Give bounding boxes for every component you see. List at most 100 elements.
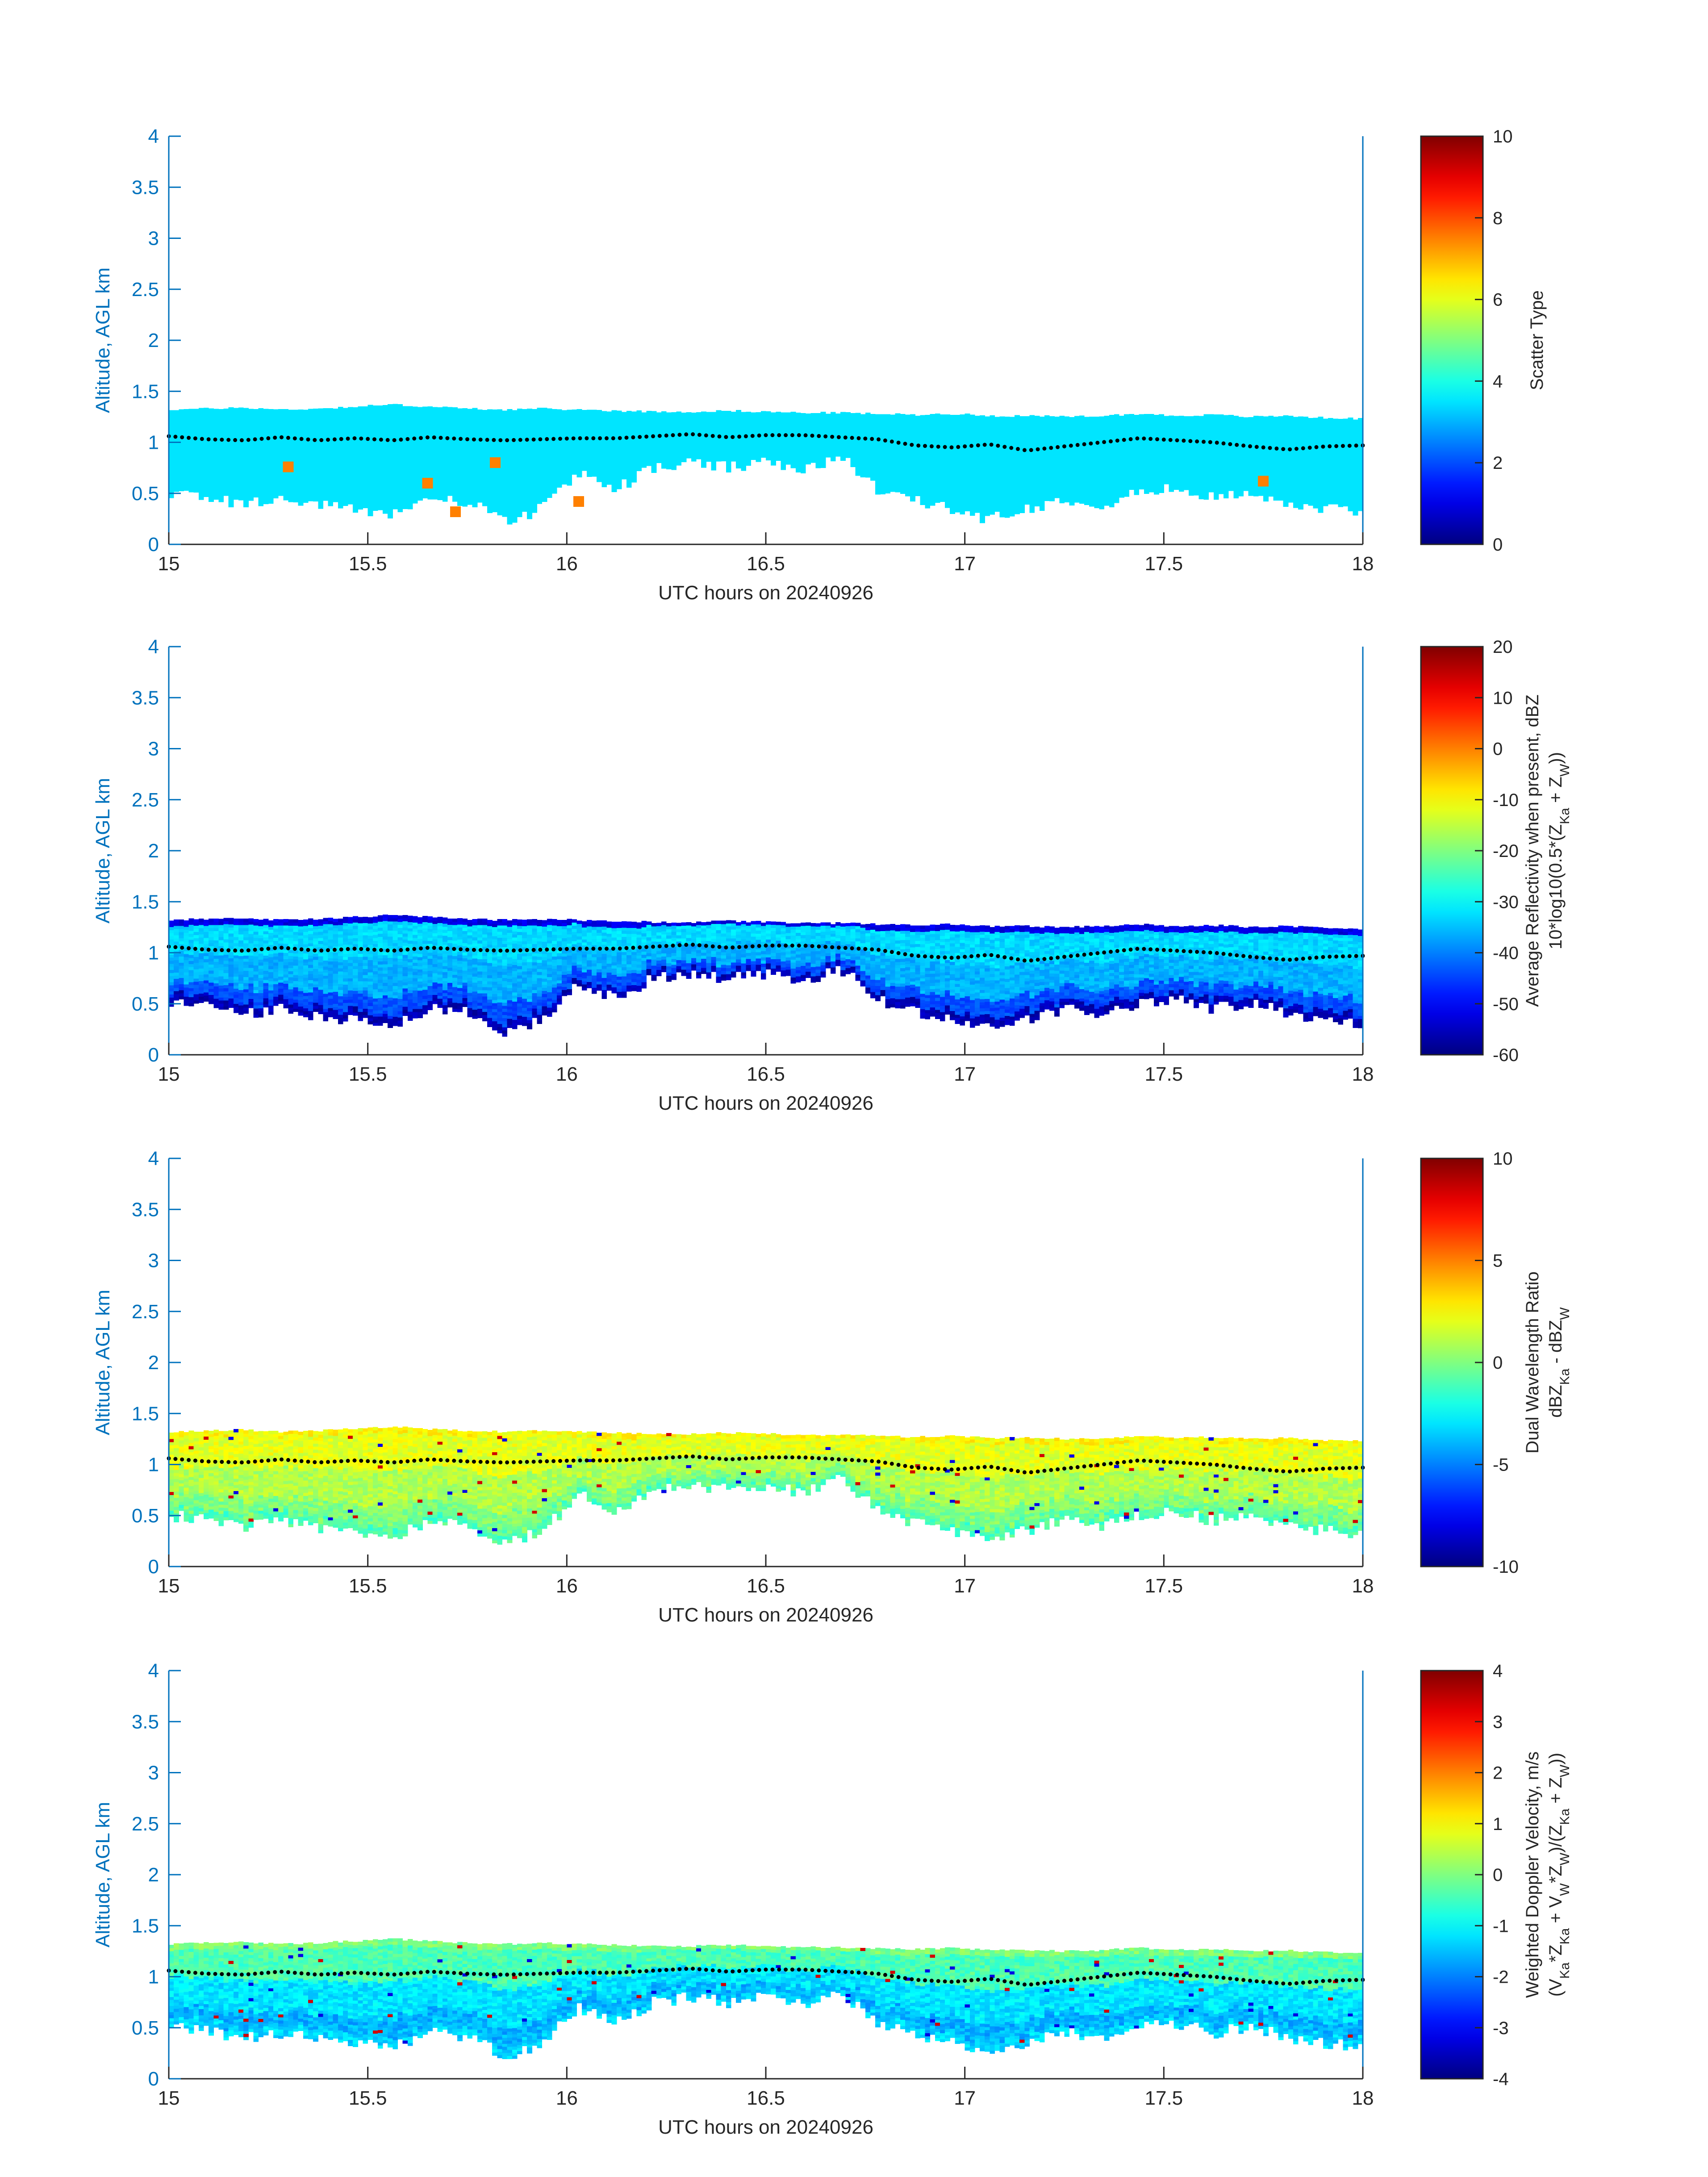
heatmap-cell — [676, 414, 682, 418]
heatmap-cell — [910, 448, 915, 452]
heatmap-cell — [801, 440, 806, 443]
heatmap-cell — [218, 446, 224, 450]
heatmap-cell — [532, 427, 537, 431]
heatmap-cell — [551, 460, 557, 464]
heatmap-cell — [741, 433, 746, 437]
heatmap-cell — [517, 486, 522, 489]
heatmap-cell — [1034, 418, 1040, 422]
heatmap-cell — [432, 462, 438, 466]
heatmap-cell — [502, 456, 508, 460]
heatmap-cell — [204, 472, 209, 476]
heatmap-cell — [830, 458, 836, 461]
heatmap-cell — [452, 486, 458, 490]
heatmap-cell — [372, 486, 378, 489]
heatmap-cell — [537, 466, 543, 470]
heatmap-cell — [940, 462, 945, 466]
heatmap-cell — [432, 419, 438, 423]
heatmap-cell — [741, 455, 746, 459]
heatmap-cell — [900, 469, 906, 473]
heatmap-cell — [960, 499, 965, 503]
heatmap-cell — [586, 425, 592, 429]
heatmap-cell — [601, 460, 607, 463]
heatmap-cell — [422, 406, 428, 410]
heatmap-cell — [760, 426, 766, 430]
heatmap-cell — [965, 429, 970, 432]
heatmap-cell — [636, 416, 642, 420]
heatmap-cell — [268, 409, 274, 413]
heatmap-cell — [969, 500, 975, 504]
heatmap-cell — [1009, 463, 1015, 467]
heatmap-cell — [407, 412, 413, 416]
heatmap-cell — [467, 415, 473, 418]
heatmap-cell — [378, 507, 383, 510]
heatmap-cell — [980, 514, 985, 517]
heatmap-cell — [393, 450, 398, 454]
heatmap-cell — [452, 443, 458, 447]
heatmap-cell — [606, 420, 612, 424]
heatmap-cell — [940, 493, 945, 496]
heatmap-cell — [547, 423, 552, 427]
heatmap-cell — [174, 413, 179, 417]
heatmap-cell — [218, 421, 224, 425]
heatmap-cell — [313, 492, 318, 496]
heatmap-cell — [383, 414, 388, 418]
heatmap-cell — [288, 428, 294, 432]
heatmap-cell — [586, 413, 592, 416]
heatmap-cell — [572, 422, 577, 426]
heatmap-cell — [537, 457, 543, 461]
heatmap-cell — [174, 431, 179, 435]
heatmap-cell — [785, 427, 791, 431]
heatmap-cell — [875, 472, 881, 476]
heatmap-cell — [910, 436, 915, 439]
heatmap-cell — [1054, 485, 1060, 489]
heatmap-cell — [621, 421, 627, 425]
heatmap-cell — [238, 494, 244, 497]
heatmap-cell — [283, 445, 288, 449]
heatmap-cell — [671, 445, 677, 449]
heatmap-cell — [806, 434, 811, 438]
heatmap-cell — [184, 418, 189, 422]
heatmap-cell — [537, 454, 543, 458]
heatmap-cell — [691, 458, 697, 462]
heatmap-cell — [776, 414, 781, 418]
heatmap-cell — [741, 446, 746, 449]
heatmap-cell — [965, 450, 970, 454]
heatmap-cell — [785, 449, 791, 453]
heatmap-cell — [551, 439, 557, 443]
heatmap-cell — [905, 457, 910, 460]
heatmap-cell — [945, 492, 950, 496]
heatmap-cell — [437, 438, 443, 442]
heatmap-cell — [1079, 482, 1085, 486]
heatmap-cell — [323, 454, 329, 458]
heatmap-cell — [507, 466, 513, 470]
heatmap-cell — [462, 435, 468, 439]
heatmap-cell — [706, 443, 711, 447]
heatmap-cell — [945, 470, 950, 474]
heatmap-cell — [661, 420, 667, 424]
heatmap-cell — [1084, 496, 1090, 499]
heatmap-cell — [736, 425, 741, 429]
heatmap-cell — [393, 469, 398, 472]
heatmap-cell — [865, 471, 871, 475]
heatmap-cell — [935, 466, 940, 469]
heatmap-cell — [557, 484, 562, 488]
heatmap-cell — [586, 409, 592, 414]
heatmap-cell — [378, 445, 383, 449]
heatmap-cell — [1089, 491, 1094, 494]
heatmap-cell — [477, 434, 483, 438]
heatmap-cell — [447, 443, 453, 447]
heatmap-cell — [278, 427, 284, 431]
heatmap-cell — [288, 480, 294, 484]
heatmap-cell — [990, 424, 995, 428]
heatmap-cell — [258, 451, 264, 455]
heatmap-cell — [1064, 465, 1070, 469]
heatmap-cell — [771, 459, 776, 463]
heatmap-cell — [930, 472, 935, 476]
heatmap-cell — [1074, 434, 1080, 438]
heatmap-cell — [522, 480, 527, 484]
heatmap-cell — [801, 431, 806, 435]
heatmap-cell — [785, 443, 791, 447]
heatmap-cell — [940, 481, 945, 484]
heatmap-cell — [1049, 455, 1055, 459]
heatmap-cell — [367, 460, 373, 464]
